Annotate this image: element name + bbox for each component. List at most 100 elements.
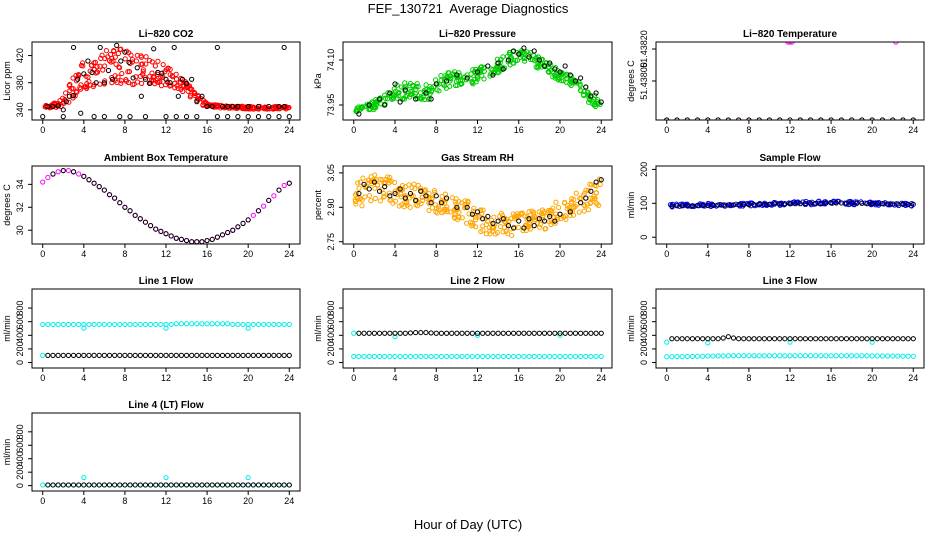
data-point bbox=[94, 64, 100, 70]
data-point bbox=[199, 93, 205, 99]
data-point bbox=[557, 69, 563, 75]
panel-title: Ambient Box Temperature bbox=[104, 153, 229, 164]
data-point bbox=[112, 352, 118, 359]
data-point bbox=[869, 117, 875, 120]
data-point bbox=[73, 88, 79, 94]
data-point bbox=[905, 201, 911, 207]
panel-10: Line 4 (LT) Flow ml/min 0 4 8 12 16 20 24 0 200400… bbox=[2, 400, 301, 506]
data-point bbox=[50, 482, 56, 488]
data-point bbox=[567, 330, 573, 336]
data-point bbox=[552, 220, 558, 226]
y-tick-label: 200 bbox=[15, 465, 25, 480]
data-point bbox=[828, 336, 834, 342]
data-point bbox=[807, 336, 814, 342]
data-point bbox=[214, 321, 220, 327]
y-tick-label: 600 bbox=[15, 438, 25, 453]
series-2 bbox=[664, 117, 916, 120]
data-point bbox=[593, 330, 599, 336]
x-tick-label: 0 bbox=[40, 496, 45, 506]
data-point bbox=[541, 330, 548, 336]
data-point bbox=[572, 78, 579, 84]
y-tick-label: 340 bbox=[15, 102, 25, 117]
data-point bbox=[40, 179, 46, 185]
x-tick-label: 0 bbox=[40, 125, 45, 135]
data-point bbox=[117, 114, 123, 120]
data-point bbox=[818, 353, 824, 359]
data-point bbox=[225, 482, 231, 488]
data-point bbox=[255, 103, 262, 110]
data-point bbox=[511, 60, 517, 66]
x-tick-label: 12 bbox=[472, 125, 482, 135]
data-point bbox=[122, 204, 128, 210]
y-tick-label: 200 bbox=[15, 341, 25, 356]
data-point bbox=[204, 482, 210, 488]
data-point bbox=[276, 105, 283, 112]
data-point bbox=[787, 353, 793, 359]
data-point bbox=[250, 104, 257, 110]
data-point bbox=[158, 482, 164, 488]
data-point bbox=[412, 185, 418, 192]
data-point bbox=[730, 202, 737, 208]
data-point bbox=[859, 117, 865, 120]
data-point bbox=[113, 61, 119, 67]
data-point bbox=[516, 353, 522, 360]
data-point bbox=[356, 190, 362, 197]
x-tick-label: 0 bbox=[351, 125, 356, 135]
data-point bbox=[382, 330, 388, 336]
data-point bbox=[81, 474, 87, 481]
data-point bbox=[563, 79, 569, 85]
data-point bbox=[250, 212, 256, 218]
y-tick-label: 400 bbox=[326, 328, 336, 343]
data-point bbox=[552, 66, 558, 72]
data-point bbox=[158, 321, 164, 328]
data-point bbox=[578, 88, 584, 94]
data-point bbox=[385, 90, 391, 96]
y-tick-label: 800 bbox=[15, 424, 25, 439]
data-point bbox=[409, 184, 415, 190]
data-point bbox=[60, 482, 66, 488]
data-point bbox=[771, 201, 778, 207]
data-point bbox=[410, 82, 416, 89]
data-point bbox=[398, 84, 405, 90]
data-point bbox=[260, 321, 267, 328]
data-point bbox=[109, 76, 116, 82]
data-point bbox=[168, 82, 174, 88]
data-point bbox=[361, 330, 367, 336]
panel-1: Li−820 CO2 Licor ppm 0 4 8 12 16 20 24 340 380 420 bbox=[2, 29, 301, 135]
data-point bbox=[117, 482, 123, 488]
data-point bbox=[679, 203, 685, 209]
y-tick-label: 51.43800 bbox=[639, 62, 649, 100]
y-tick-label: 600 bbox=[639, 314, 649, 329]
data-point bbox=[521, 55, 527, 61]
x-tick-label: 20 bbox=[243, 373, 253, 383]
data-point bbox=[245, 352, 251, 359]
data-point bbox=[475, 76, 481, 82]
data-point bbox=[147, 482, 154, 488]
data-point bbox=[567, 353, 573, 360]
data-point bbox=[787, 336, 793, 342]
panel-title: Li−820 Pressure bbox=[439, 29, 516, 40]
data-point bbox=[65, 167, 72, 174]
data-point bbox=[225, 321, 231, 327]
data-point bbox=[751, 353, 757, 359]
data-point bbox=[509, 232, 515, 239]
x-tick-label: 8 bbox=[434, 249, 439, 259]
y-axis-label: percent bbox=[313, 189, 323, 220]
data-point bbox=[531, 223, 537, 229]
data-point bbox=[40, 321, 46, 328]
data-point bbox=[142, 321, 149, 328]
data-point bbox=[495, 218, 501, 224]
x-tick-label: 12 bbox=[161, 373, 171, 383]
data-point bbox=[428, 200, 434, 206]
data-point bbox=[158, 83, 165, 89]
data-point bbox=[147, 223, 154, 229]
data-point bbox=[134, 65, 140, 71]
data-point bbox=[471, 205, 477, 211]
data-point bbox=[756, 353, 762, 359]
data-point bbox=[900, 353, 906, 359]
data-point bbox=[823, 200, 829, 206]
data-point bbox=[372, 172, 378, 178]
data-point bbox=[457, 78, 464, 84]
data-point bbox=[874, 336, 880, 342]
data-point bbox=[736, 202, 742, 208]
